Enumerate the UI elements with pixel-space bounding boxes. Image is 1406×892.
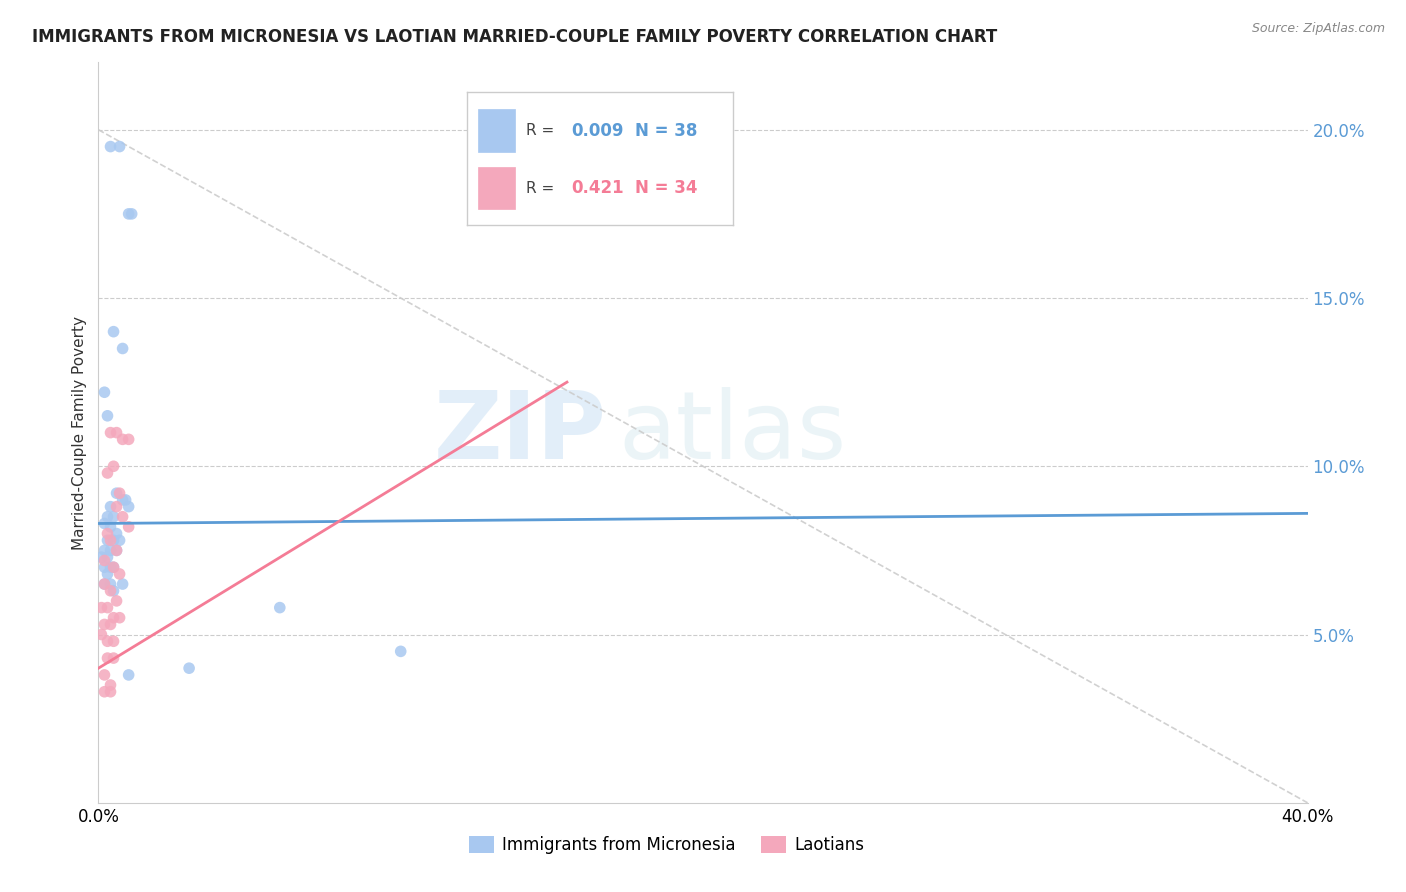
Point	[103, 651, 125, 665]
Point	[93, 617, 115, 632]
Y-axis label: Married-Couple Family Poverty: Married-Couple Family Poverty	[72, 316, 87, 549]
Point	[118, 500, 141, 514]
Point	[100, 500, 122, 514]
Point	[105, 526, 128, 541]
Point	[121, 207, 143, 221]
Point	[108, 139, 131, 153]
Point	[105, 425, 128, 440]
Point	[103, 533, 125, 548]
Point	[100, 543, 122, 558]
Point	[103, 459, 125, 474]
Point	[105, 543, 128, 558]
Point	[105, 486, 128, 500]
Point	[111, 577, 134, 591]
Point	[96, 634, 118, 648]
Point	[96, 566, 118, 581]
Point	[100, 685, 122, 699]
Point	[108, 566, 131, 581]
Point	[108, 610, 131, 624]
Point	[111, 342, 134, 356]
Point	[118, 207, 141, 221]
Point	[100, 617, 122, 632]
Point	[103, 610, 125, 624]
Point	[96, 651, 118, 665]
Point	[93, 543, 115, 558]
Point	[105, 543, 128, 558]
Point	[90, 550, 112, 565]
Point	[105, 500, 128, 514]
Point	[111, 492, 134, 507]
Point	[118, 668, 141, 682]
Point	[118, 433, 141, 447]
Point	[93, 516, 115, 531]
Point	[111, 433, 134, 447]
Point	[100, 520, 122, 534]
Point	[103, 634, 125, 648]
Point	[96, 509, 118, 524]
Point	[100, 678, 122, 692]
Point	[100, 533, 122, 548]
Point	[100, 560, 122, 574]
Legend: Immigrants from Micronesia, Laotians: Immigrants from Micronesia, Laotians	[463, 830, 870, 861]
Point	[269, 600, 291, 615]
Point	[103, 583, 125, 598]
Point	[100, 583, 122, 598]
Point	[103, 509, 125, 524]
Point	[103, 560, 125, 574]
Text: Source: ZipAtlas.com: Source: ZipAtlas.com	[1251, 22, 1385, 36]
Point	[100, 577, 122, 591]
Point	[179, 661, 201, 675]
Point	[389, 644, 412, 658]
Point	[96, 550, 118, 565]
Text: atlas: atlas	[619, 386, 846, 479]
Point	[96, 533, 118, 548]
Point	[90, 600, 112, 615]
Point	[93, 553, 115, 567]
Point	[90, 627, 112, 641]
Text: IMMIGRANTS FROM MICRONESIA VS LAOTIAN MARRIED-COUPLE FAMILY POVERTY CORRELATION : IMMIGRANTS FROM MICRONESIA VS LAOTIAN MA…	[32, 28, 997, 45]
Point	[114, 492, 136, 507]
Point	[108, 533, 131, 548]
Point	[111, 509, 134, 524]
Point	[93, 685, 115, 699]
Point	[93, 385, 115, 400]
Point	[108, 486, 131, 500]
Point	[100, 139, 122, 153]
Point	[103, 325, 125, 339]
Point	[96, 526, 118, 541]
Point	[118, 520, 141, 534]
Point	[93, 668, 115, 682]
Point	[96, 600, 118, 615]
Point	[100, 425, 122, 440]
Point	[96, 409, 118, 423]
Point	[93, 560, 115, 574]
Point	[105, 594, 128, 608]
Point	[93, 577, 115, 591]
Point	[93, 577, 115, 591]
Point	[96, 466, 118, 480]
Point	[103, 560, 125, 574]
Text: ZIP: ZIP	[433, 386, 606, 479]
